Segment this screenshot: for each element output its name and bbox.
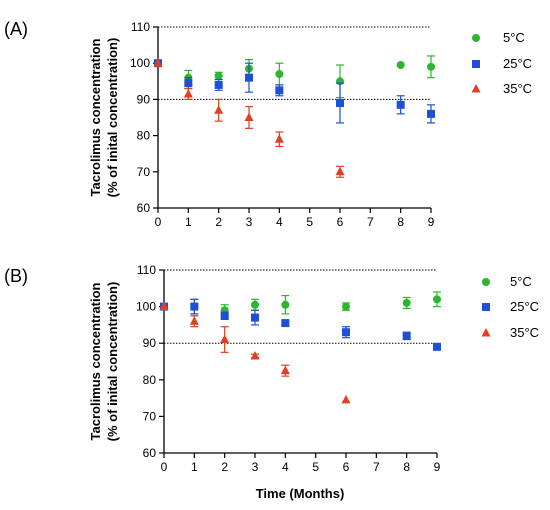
- data-point-triangle: [189, 316, 199, 325]
- x-tick-label: 9: [428, 215, 435, 229]
- legend-marker-circle: [472, 34, 480, 42]
- x-tick-label: 1: [191, 460, 198, 474]
- data-point-square: [433, 342, 441, 351]
- y-tick-label: 60: [137, 201, 151, 215]
- data-point-circle: [275, 70, 284, 79]
- y-axis-label-line2: (% of inital concentration): [105, 282, 120, 442]
- data-point-triangle: [280, 365, 290, 375]
- x-tick-label: 4: [282, 460, 289, 474]
- panel-label: (B): [4, 266, 28, 286]
- data-point-circle: [251, 300, 259, 309]
- legend-label: 35°C: [503, 81, 532, 96]
- data-point-triangle: [159, 301, 169, 311]
- x-tick-label: 6: [343, 460, 350, 474]
- y-tick-label: 90: [137, 92, 151, 106]
- data-point-square: [251, 313, 259, 322]
- legend-marker-triangle: [481, 328, 491, 337]
- y-axis-label-line2: (% of inital concentration): [105, 38, 120, 198]
- data-point-circle: [402, 298, 411, 307]
- y-tick-label: 70: [143, 409, 157, 423]
- panel-a: (A) Tacrolimus concentration (% of inital …: [4, 19, 532, 229]
- data-point-circle: [214, 71, 223, 80]
- legend-label: 5°C: [510, 274, 532, 289]
- legend-label: 25°C: [503, 56, 532, 71]
- legend-label: 35°C: [510, 325, 539, 340]
- y-axis-label-line1: Tacrolimus concentration: [88, 282, 103, 440]
- data-point-triangle: [274, 134, 284, 143]
- data-point-triangle: [214, 105, 224, 114]
- data-point-square: [396, 100, 405, 109]
- data-point-triangle: [335, 166, 345, 176]
- data-point-square: [245, 73, 253, 82]
- y-tick-label: 110: [131, 20, 150, 34]
- x-tick-label: 1: [185, 215, 192, 229]
- y-tick-label: 100: [130, 56, 150, 70]
- y-axis-label-line1: Tacrolimus concentration: [88, 38, 103, 196]
- data-point-circle: [281, 300, 290, 309]
- y-tick-label: 110: [137, 263, 156, 277]
- x-tick-label: 6: [337, 215, 344, 229]
- data-point-circle: [433, 295, 441, 304]
- data-point-square: [214, 80, 223, 89]
- y-tick-label: 90: [143, 336, 157, 350]
- legend-marker-square: [472, 60, 480, 68]
- y-tick-label: 70: [137, 165, 151, 179]
- x-tick-label: 7: [367, 215, 374, 229]
- x-tick-label: 5: [306, 215, 313, 229]
- x-tick-label: 3: [252, 460, 259, 474]
- y-tick-label: 80: [143, 373, 157, 387]
- panel-label: (A): [4, 19, 28, 39]
- data-point-circle: [427, 62, 435, 71]
- x-tick-label: 4: [276, 215, 283, 229]
- x-tick-label: 0: [155, 215, 162, 229]
- data-point-triangle: [341, 394, 351, 404]
- data-point-square: [184, 79, 193, 88]
- x-tick-label: 3: [246, 215, 253, 229]
- y-tick-label: 100: [136, 300, 156, 314]
- data-point-square: [190, 302, 199, 311]
- data-point-triangle: [153, 58, 163, 67]
- y-tick-label: 80: [137, 129, 151, 143]
- data-point-square: [342, 328, 350, 337]
- x-tick-label: 2: [221, 460, 228, 474]
- data-point-triangle: [183, 88, 193, 98]
- legend-label: 25°C: [510, 299, 539, 314]
- x-tick-label: 5: [312, 460, 319, 474]
- y-tick-label: 60: [143, 446, 157, 460]
- data-point-triangle: [250, 351, 260, 360]
- data-point-square: [427, 109, 435, 118]
- data-point-circle: [396, 61, 405, 70]
- data-point-square: [275, 86, 284, 95]
- data-point-circle: [342, 302, 350, 311]
- legend-marker-square: [482, 303, 490, 311]
- data-point-square: [402, 331, 411, 340]
- x-tick-label: 7: [373, 460, 380, 474]
- legend-marker-triangle: [471, 84, 481, 93]
- x-tick-label: 8: [397, 215, 404, 229]
- data-point-triangle: [220, 334, 230, 344]
- x-tick-label: 9: [434, 460, 441, 474]
- x-tick-label: 0: [161, 460, 168, 474]
- data-point-square: [220, 311, 229, 320]
- data-point-square: [281, 319, 290, 328]
- x-tick-label: 8: [403, 460, 410, 474]
- legend-marker-circle: [482, 278, 490, 286]
- legend-label: 5°C: [503, 30, 525, 45]
- x-axis-title: Time (Months): [256, 486, 345, 501]
- x-tick-label: 2: [215, 215, 222, 229]
- data-point-square: [336, 99, 344, 108]
- panel-b: (B) Tacrolimus concentration (% of inital …: [4, 263, 539, 474]
- data-point-triangle: [244, 112, 254, 121]
